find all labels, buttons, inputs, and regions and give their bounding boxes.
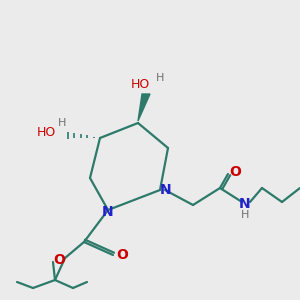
Text: N: N bbox=[160, 183, 172, 197]
Text: O: O bbox=[53, 253, 65, 267]
Text: N: N bbox=[239, 197, 251, 211]
Text: O: O bbox=[229, 165, 241, 179]
Text: O: O bbox=[116, 248, 128, 262]
Text: H: H bbox=[156, 73, 164, 83]
Text: HO: HO bbox=[130, 77, 150, 91]
Text: H: H bbox=[241, 210, 249, 220]
Text: N: N bbox=[102, 205, 114, 219]
Text: HO: HO bbox=[36, 127, 56, 140]
Polygon shape bbox=[138, 94, 150, 121]
Text: H: H bbox=[58, 118, 66, 128]
